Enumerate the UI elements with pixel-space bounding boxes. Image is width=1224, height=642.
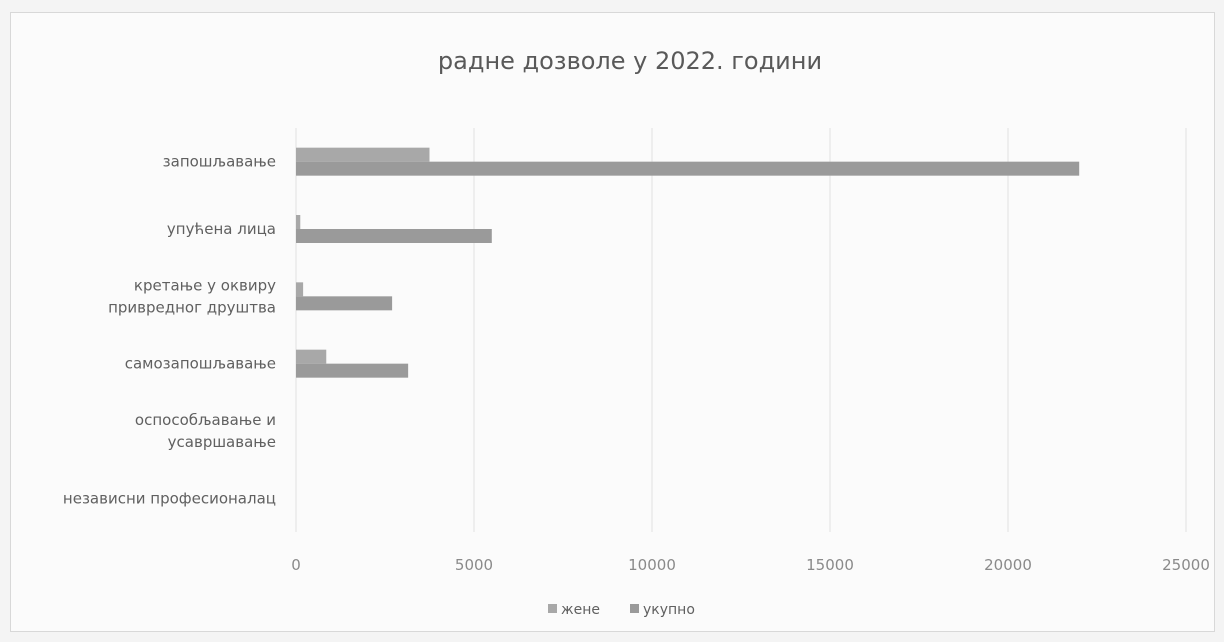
x-tick-label: 25000: [1162, 556, 1210, 574]
bar-ukupno: [296, 229, 492, 243]
category-label: упућена лица: [167, 220, 276, 238]
category-labels: запошљавање упућена лица кретање у оквиру п…: [63, 153, 276, 508]
bar-ukupno: [296, 161, 1080, 176]
gridlines: [295, 128, 1187, 532]
legend-label: жене: [561, 602, 600, 618]
category-label: кретање у оквиру: [134, 276, 276, 294]
bar-ukupno: [296, 363, 409, 378]
bar-zhene: [296, 147, 430, 162]
x-tick-label: 0: [291, 556, 301, 574]
legend-swatch: [630, 604, 639, 613]
category-label: оспособљавање и: [135, 411, 276, 429]
bar-zhene: [296, 215, 301, 229]
bars: [296, 147, 1080, 378]
legend-label: укупно: [643, 602, 695, 618]
x-tick-label: 15000: [806, 556, 854, 574]
x-tick-labels: 0 5000 10000 15000 20000 25000: [291, 556, 1210, 574]
category-label: самозапошљавање: [125, 355, 276, 373]
x-tick-label: 5000: [455, 556, 493, 574]
category-label: независни професионалац: [63, 489, 276, 507]
bar-zhene: [296, 282, 304, 297]
x-tick-label: 10000: [628, 556, 676, 574]
bar-zhene: [296, 349, 327, 364]
legend-swatch: [548, 604, 557, 613]
bar-ukupno: [296, 296, 393, 311]
category-label: привредног друштва: [108, 298, 276, 316]
chart-frame: [10, 12, 1215, 632]
category-label: усавршавање: [168, 433, 276, 451]
chart-title: радне дозволе у 2022. години: [438, 47, 822, 75]
x-tick-label: 20000: [984, 556, 1032, 574]
legend: жене укупно: [548, 602, 695, 618]
category-label: запошљавање: [163, 153, 276, 171]
